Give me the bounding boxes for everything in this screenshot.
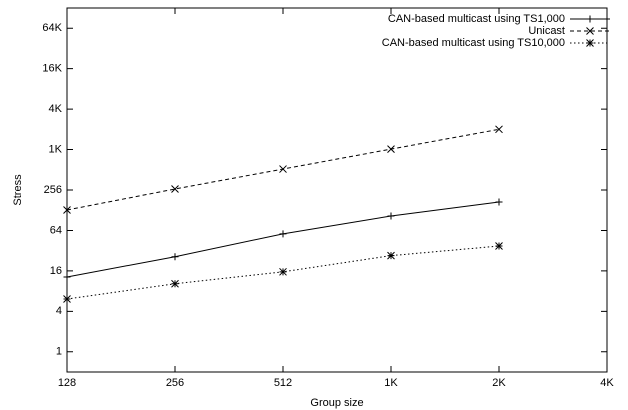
- data-point: [171, 185, 179, 193]
- y-axis-label: Stress: [12, 174, 24, 206]
- y-tick-label: 16K: [42, 63, 62, 75]
- legend-marker: [586, 39, 594, 47]
- legend-marker: [586, 27, 594, 35]
- series-line: [66, 245, 500, 300]
- data-point: [387, 212, 395, 220]
- legend-label: CAN-based multicast using TS1,000: [388, 13, 565, 25]
- data-point: [63, 295, 71, 303]
- data-point: [387, 145, 395, 153]
- data-point: [171, 253, 179, 261]
- y-tick-label: 4K: [49, 103, 63, 115]
- y-tick-label: 1K: [49, 143, 63, 155]
- legend-marker: [586, 15, 594, 23]
- x-tick-label: 256: [166, 377, 184, 389]
- y-tick-label: 64: [50, 224, 62, 236]
- x-tick-label: 4K: [600, 377, 614, 389]
- data-point: [63, 273, 71, 281]
- x-tick-label: 128: [58, 377, 76, 389]
- plot-frame: [66, 7, 608, 373]
- data-point: [495, 242, 503, 250]
- data-point: [63, 206, 71, 214]
- y-tick-label: 256: [44, 184, 62, 196]
- y-tick-label: 1: [56, 346, 62, 358]
- data-point: [279, 267, 287, 276]
- y-tick-label: 4: [56, 305, 62, 317]
- data-point: [495, 125, 503, 134]
- y-tick-label: 64K: [42, 22, 62, 34]
- x-axis-label: Group size: [310, 397, 363, 409]
- y-tick-label: 16: [50, 265, 62, 277]
- x-tick-label: 512: [274, 377, 292, 389]
- series-line: [66, 201, 500, 278]
- legend-label: CAN-based multicast using TS10,000: [382, 37, 565, 49]
- data-point: [279, 165, 287, 173]
- data-point: [171, 279, 179, 288]
- x-tick-label: 2K: [492, 377, 506, 389]
- data-point: [495, 198, 503, 206]
- data-point: [279, 230, 287, 238]
- x-tick-label: 1K: [384, 377, 398, 389]
- legend-label: Unicast: [528, 25, 565, 37]
- data-point: [387, 251, 395, 260]
